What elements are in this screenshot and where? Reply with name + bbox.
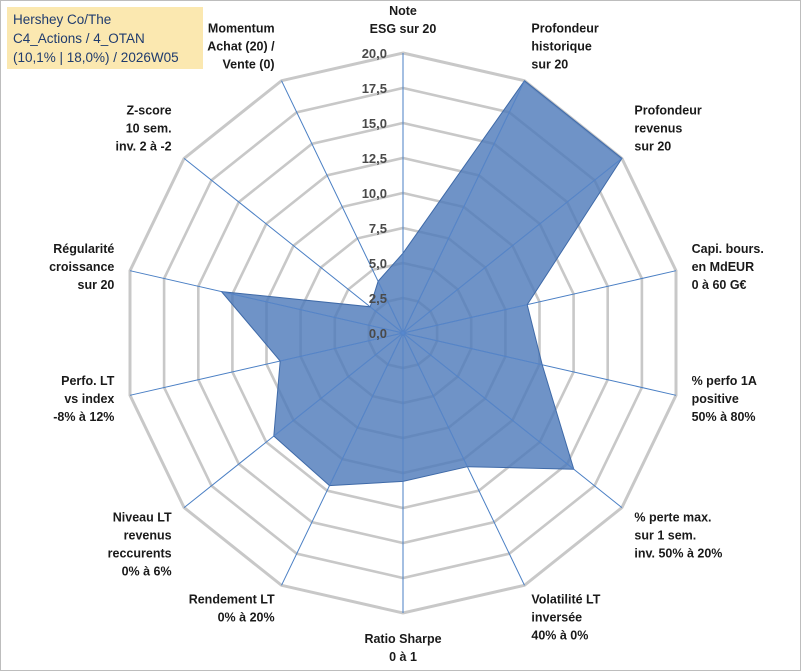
- axis-label-line: en MdEUR: [692, 260, 755, 274]
- axis-label: % perfo 1A positive 50% à 80%: [692, 374, 757, 424]
- axis-label: Régularité croissance sur 20: [49, 242, 114, 292]
- axis-label-line: Ratio Sharpe: [364, 632, 441, 646]
- axis-label-line: Volatilité LT: [531, 593, 600, 607]
- axis-label-line: -8% à 12%: [53, 410, 114, 424]
- axis-spoke-inner: [377, 281, 404, 334]
- axis-spoke-inner: [369, 306, 404, 334]
- tick-label: 20,0: [362, 46, 387, 61]
- chart-title-line-2: C4_Actions / 4_OTAN: [13, 31, 145, 46]
- axis-label-line: Régularité: [53, 242, 114, 256]
- axis-label-line: Achat (20) /: [207, 39, 275, 53]
- axis-label: % perte max. sur 1 sem. inv. 50% à 20%: [634, 511, 722, 561]
- axis-spoke-inner: [329, 332, 404, 486]
- axis-spoke-inner: [402, 332, 543, 366]
- axis-label-line: revenus: [634, 121, 682, 135]
- tick-label: 17,5: [362, 81, 387, 96]
- axis-spoke-inner: [402, 332, 468, 467]
- axis-label-line: Note: [389, 4, 417, 18]
- axis-label-line: Momentum: [208, 21, 275, 35]
- data-area: [220, 79, 623, 487]
- radar-area-layer: [220, 79, 623, 487]
- chart-title-line-1: Hershey Co/The: [13, 12, 112, 27]
- tick-label: 12,5: [362, 151, 387, 166]
- axis-label-line: 50% à 80%: [692, 410, 756, 424]
- radial-tick-labels: 0,0 2,5 5,0 7,5 10,0 12,5 15,0 17,5 20,0: [362, 46, 387, 341]
- axis-label-line: Perfo. LT: [61, 374, 115, 388]
- axis-spoke-inner: [402, 158, 623, 334]
- axis-label-line: historique: [531, 39, 591, 53]
- axis-label: Perfo. LT vs index -8% à 12%: [53, 374, 115, 424]
- axis-label: Volatilité LT inversée 40% à 0%: [531, 593, 600, 643]
- axis-label: Capi. bours. en MdEUR 0 à 60 G€: [692, 242, 764, 292]
- axis-label-line: Vente (0): [222, 57, 274, 71]
- axis-label: Profondeur revenus sur 20: [634, 103, 701, 153]
- axis-label-line: reccurents: [108, 547, 172, 561]
- tick-label: 5,0: [369, 256, 387, 271]
- axis-label-line: Profondeur: [531, 21, 598, 35]
- axis-label-line: inv. 50% à 20%: [634, 547, 722, 561]
- axis-label-line: ESG sur 20: [370, 22, 437, 36]
- tick-label: 0,0: [369, 326, 387, 341]
- axis-spoke-inner: [402, 80, 525, 334]
- axis-label: Niveau LT revenus reccurents 0% à 6%: [108, 511, 172, 579]
- axis-spoke-inner: [402, 304, 528, 334]
- axis-label-line: sur 20: [78, 278, 115, 292]
- axis-label-line: 0 à 60 G€: [692, 278, 747, 292]
- axis-spoke-inner: [221, 291, 404, 334]
- axis-label-line: 0% à 20%: [218, 611, 275, 625]
- axis-label-line: croissance: [49, 260, 114, 274]
- axis-label: Rendement LT 0% à 20%: [189, 593, 275, 625]
- axis-spoke-inner: [402, 332, 575, 470]
- axis-label-line: Capi. bours.: [692, 242, 764, 256]
- tick-label: 10,0: [362, 186, 387, 201]
- axis-label-line: Z-score: [126, 103, 171, 117]
- axis-label-line: vs index: [64, 392, 114, 406]
- radar-center-spokes: [221, 80, 623, 486]
- axis-label-line: 10 sem.: [126, 121, 172, 135]
- axis-spoke-inner: [273, 332, 404, 437]
- axis-label-line: sur 20: [531, 57, 568, 71]
- tick-label: 7,5: [369, 221, 387, 236]
- axis-label: Note ESG sur 20: [370, 4, 437, 36]
- axis-label-line: revenus: [124, 529, 172, 543]
- chart-title-box: Hershey Co/The C4_Actions / 4_OTAN (10,1…: [7, 7, 203, 69]
- axis-label-line: positive: [692, 392, 739, 406]
- axis-label-line: 40% à 0%: [531, 629, 588, 643]
- axis-label: Momentum Achat (20) / Vente (0): [207, 21, 275, 71]
- axis-label-line: Profondeur: [634, 103, 701, 117]
- axis-label-line: sur 1 sem.: [634, 529, 696, 543]
- axis-label: Ratio Sharpe 0 à 1: [364, 632, 441, 664]
- axis-label-line: 0% à 6%: [122, 565, 172, 579]
- axis-label-line: % perte max.: [634, 511, 711, 525]
- axis-label: Profondeur historique sur 20: [531, 21, 598, 71]
- axis-label-line: 0 à 1: [389, 650, 417, 664]
- axis-label-line: sur 20: [634, 139, 671, 153]
- chart-title-line-3: (10,1% | 18,0%) / 2026W05: [13, 50, 179, 65]
- axis-label-line: inv. 2 à -2: [116, 139, 172, 153]
- axis-spoke: [183, 158, 404, 334]
- axis-label-line: Niveau LT: [113, 511, 172, 525]
- tick-label: 15,0: [362, 116, 387, 131]
- axis-label: Z-score 10 sem. inv. 2 à -2: [116, 103, 172, 153]
- axis-label-line: % perfo 1A: [692, 374, 757, 388]
- tick-label: 2,5: [369, 291, 387, 306]
- axis-spoke-inner: [280, 332, 404, 362]
- axis-labels: Note ESG sur 20 Profondeur historique sur 20…: [49, 4, 764, 664]
- axis-label-line: Rendement LT: [189, 593, 275, 607]
- axis-label-line: inversée: [531, 611, 582, 625]
